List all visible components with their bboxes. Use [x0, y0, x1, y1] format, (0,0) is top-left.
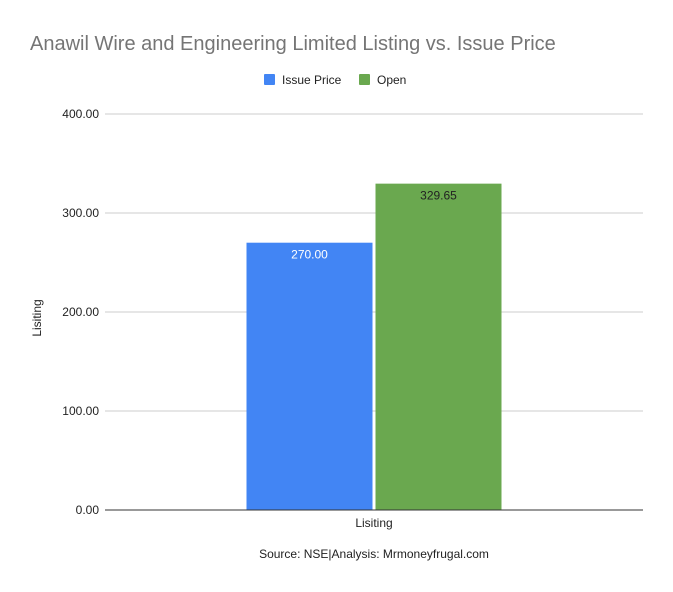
y-tick-label: 300.00 — [62, 206, 99, 220]
legend-swatch-open — [359, 74, 370, 85]
y-tick-label: 400.00 — [62, 107, 99, 121]
legend: Issue Price Open — [264, 73, 406, 87]
legend-label-issue-price: Issue Price — [282, 73, 342, 87]
data-label-issue-price: 270.00 — [291, 248, 328, 262]
legend-label-open: Open — [377, 73, 406, 87]
y-axis-title: Lisiting — [30, 299, 44, 336]
y-tick-label: 0.00 — [76, 503, 100, 517]
x-axis-category-label: Lisiting — [355, 516, 392, 530]
bars — [246, 183, 502, 511]
data-labels: 270.00 329.65 — [291, 189, 457, 262]
source-note: Source: NSE|Analysis: Mrmoneyfrugal.com — [259, 547, 489, 561]
legend-swatch-issue-price — [264, 74, 275, 85]
bar-open — [375, 183, 502, 511]
y-axis-ticks: 0.00 100.00 200.00 300.00 400.00 — [62, 107, 99, 517]
data-label-open: 329.65 — [420, 189, 457, 203]
gridlines — [105, 113, 643, 412]
chart-title: Anawil Wire and Engineering Limited List… — [30, 33, 556, 55]
bar-issue-price — [246, 242, 373, 510]
y-tick-label: 100.00 — [62, 404, 99, 418]
y-tick-label: 200.00 — [62, 305, 99, 319]
